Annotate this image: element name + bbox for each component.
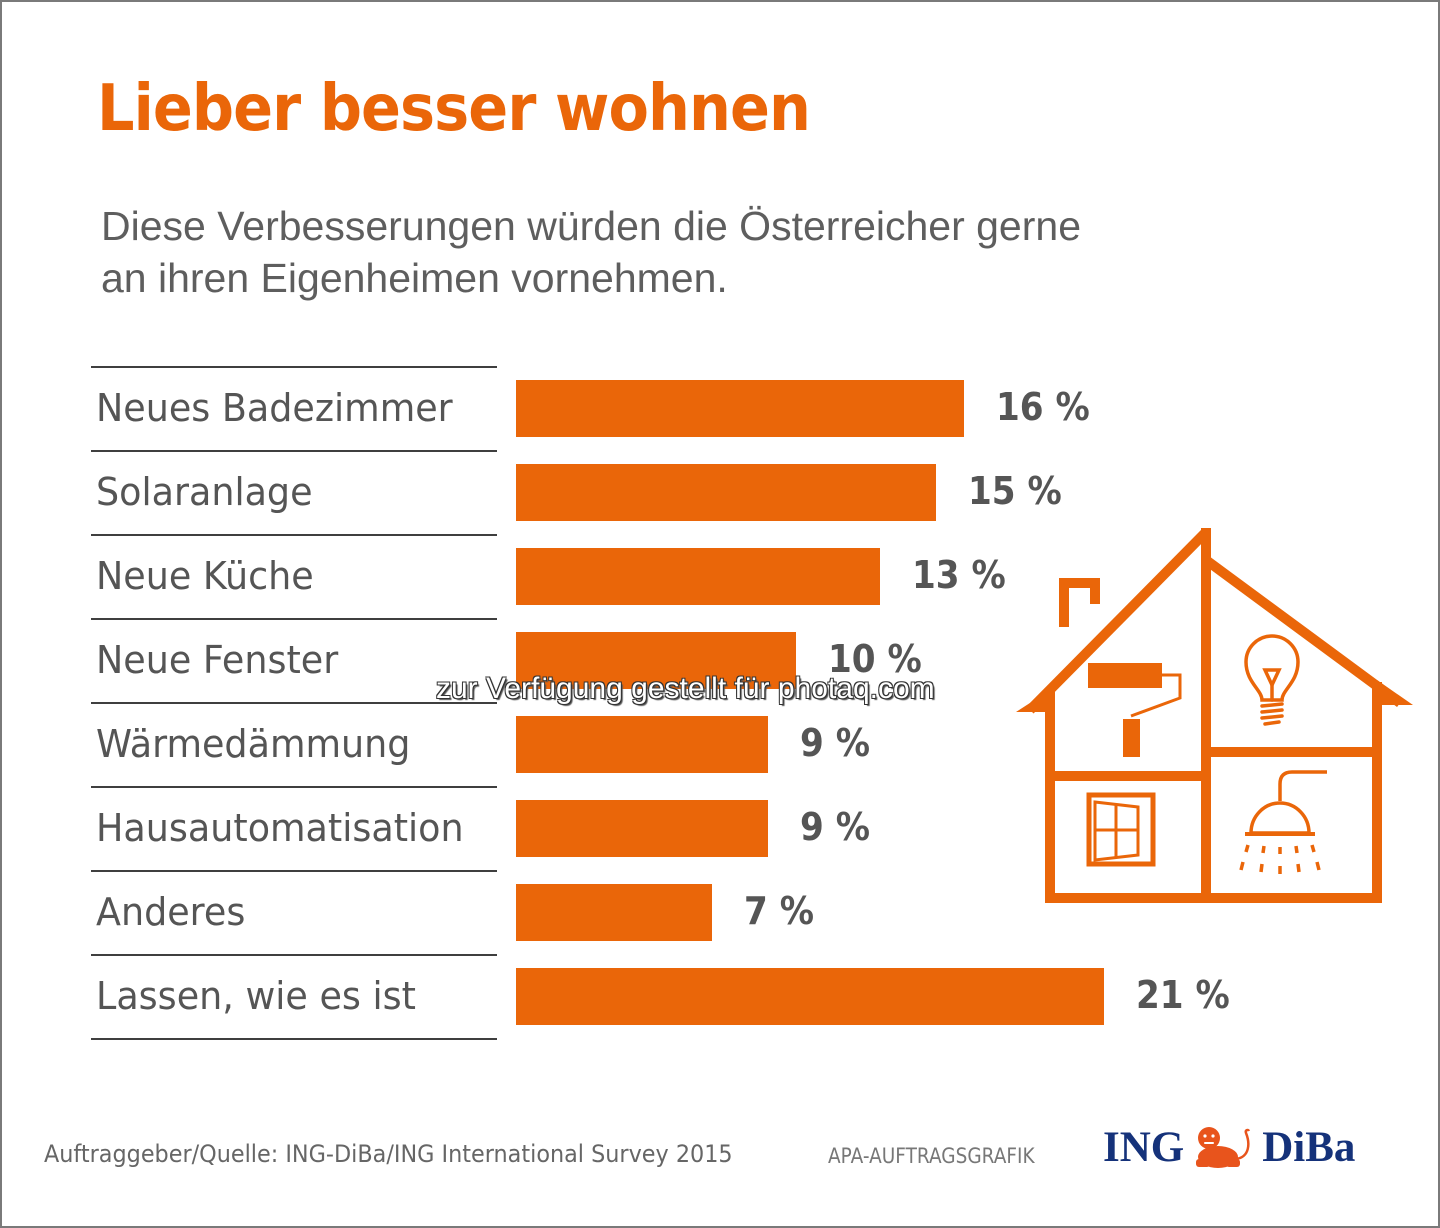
house-icon	[1016, 528, 1413, 903]
chimney-icon	[1059, 578, 1100, 627]
logo-text-ing: ING	[1103, 1123, 1185, 1171]
roof-eave-left	[1016, 690, 1050, 712]
row-divider	[91, 702, 497, 704]
house-walls	[1045, 682, 1382, 903]
category-label: Wärmedämmung	[96, 722, 411, 766]
agency-label: APA-AUFTRAGSGRAFIK	[828, 1144, 1035, 1168]
logo-text-diba: DiBa	[1262, 1123, 1356, 1171]
bar	[516, 464, 936, 521]
category-label: Neue Fenster	[96, 638, 339, 682]
bar	[516, 968, 1104, 1025]
bar	[516, 716, 768, 773]
value-label: 21 %	[1136, 973, 1230, 1017]
row-divider	[91, 786, 497, 788]
value-label: 15 %	[968, 469, 1062, 513]
value-label: 10 %	[828, 637, 922, 681]
roof-right	[1203, 555, 1403, 708]
value-label: 7 %	[744, 889, 814, 933]
chart-subtitle: Diese Verbesserungen würden die Österrei…	[101, 200, 1201, 304]
roof-eave-right	[1377, 680, 1413, 705]
category-label: Hausautomatisation	[96, 806, 464, 850]
category-label: Lassen, wie es ist	[96, 974, 416, 1018]
paint-roller-icon	[1088, 663, 1182, 757]
roof-left	[1026, 528, 1210, 714]
bar	[516, 380, 964, 437]
category-label: Anderes	[96, 890, 246, 934]
lightbulb-icon	[1244, 634, 1300, 726]
bar	[516, 884, 712, 941]
bar	[516, 548, 880, 605]
row-divider	[91, 870, 497, 872]
bar	[516, 800, 768, 857]
category-label: Neues Badezimmer	[96, 386, 453, 430]
ing-diba-logo: ING DiBa	[1103, 1122, 1355, 1172]
row-divider	[91, 1038, 497, 1040]
subtitle-line-1: Diese Verbesserungen würden die Österrei…	[101, 203, 1081, 249]
row-divider	[91, 534, 497, 536]
row-divider	[91, 954, 497, 956]
subtitle-line-2: an ihren Eigenheimen vornehmen.	[101, 255, 728, 301]
value-label: 9 %	[800, 805, 870, 849]
lion-icon	[1196, 1127, 1251, 1168]
row-divider	[91, 366, 497, 368]
shower-icon	[1239, 770, 1327, 874]
chart-title: Lieber besser wohnen	[97, 72, 811, 146]
row-divider	[91, 618, 497, 620]
window-icon	[1086, 792, 1156, 867]
bar	[516, 632, 796, 689]
category-label: Neue Küche	[96, 554, 314, 598]
source-note: Auftraggeber/Quelle: ING-DiBa/ING Intern…	[44, 1140, 733, 1168]
value-label: 16 %	[996, 385, 1090, 429]
value-label: 13 %	[912, 553, 1006, 597]
row-divider	[91, 450, 497, 452]
watermark: zur Verfügung gestellt für photaq.com	[436, 672, 935, 705]
category-label: Solaranlage	[96, 470, 313, 514]
value-label: 9 %	[800, 721, 870, 765]
